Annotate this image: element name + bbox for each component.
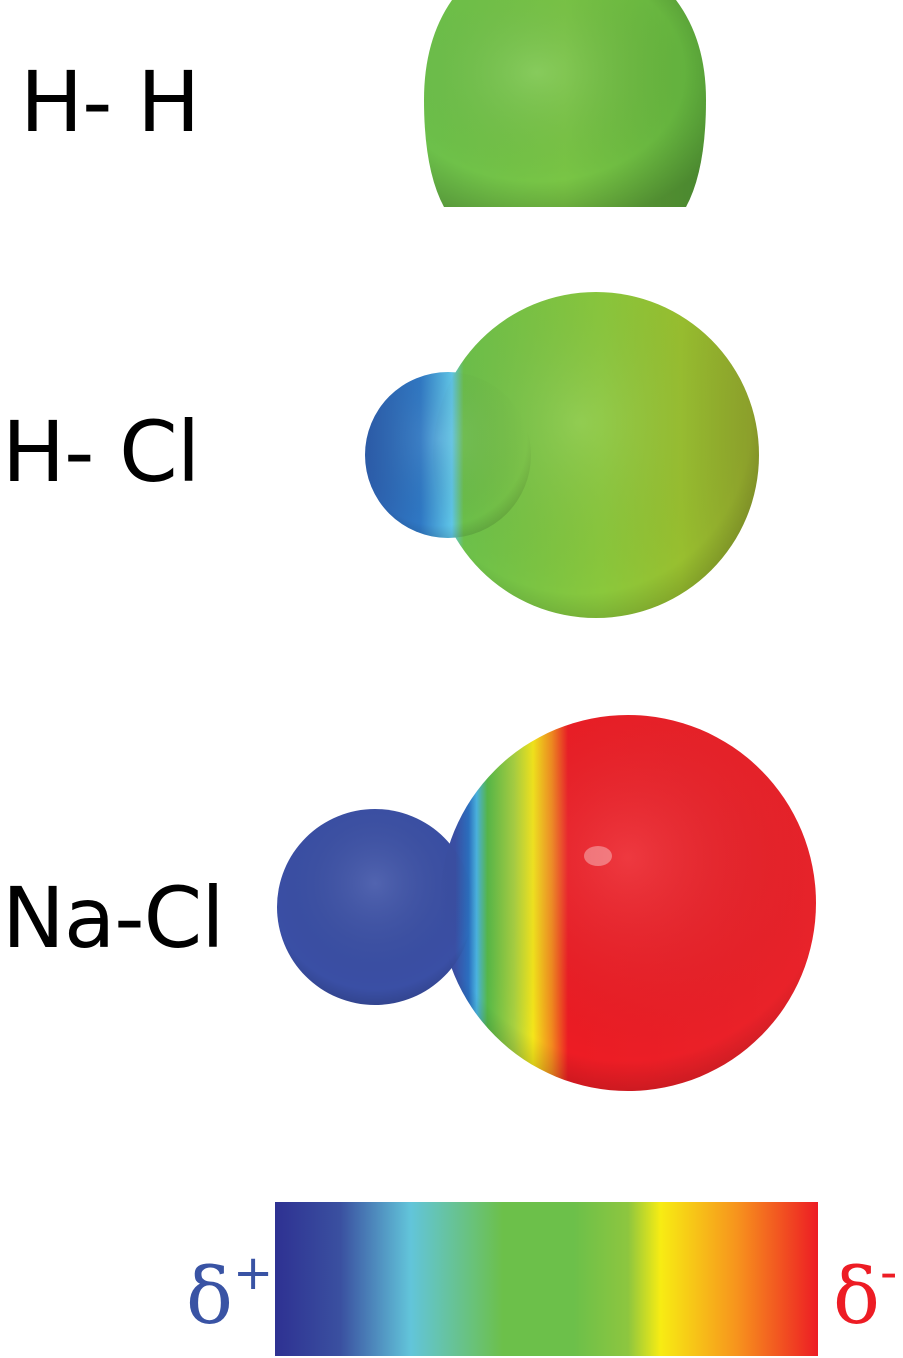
- na-cl-molecule: [277, 715, 816, 1091]
- charge-color-scale: [275, 1202, 818, 1356]
- delta-negative-label: δ-: [833, 1258, 897, 1336]
- delta-positive-label: δ+: [186, 1258, 273, 1336]
- h-h-molecule: [424, 0, 706, 207]
- h-cl-molecule: [365, 292, 759, 618]
- molecule-diagram: [0, 0, 903, 1200]
